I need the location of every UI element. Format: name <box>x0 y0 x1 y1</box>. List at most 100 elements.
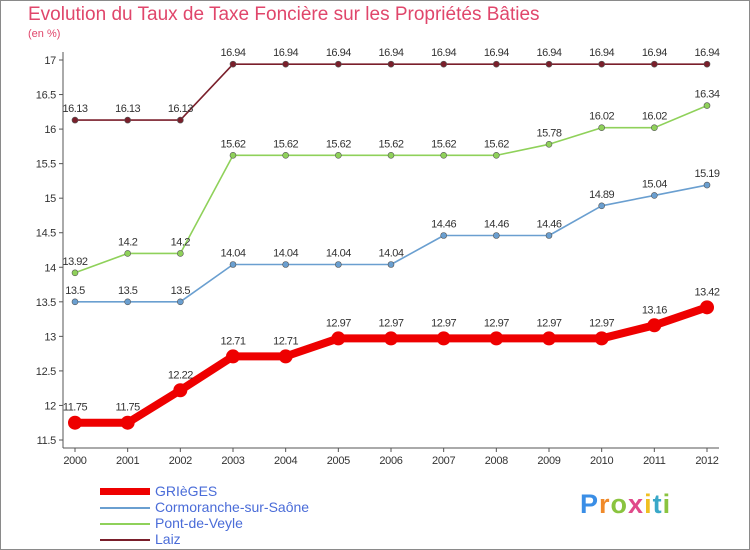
data-point-gri-ges <box>594 331 609 346</box>
data-point-laiz <box>177 116 184 124</box>
data-point-laiz <box>335 60 342 68</box>
data-point-laiz <box>703 60 711 68</box>
logo-letter: i <box>644 489 653 519</box>
data-label-cormoranche-sur-sa-ne: 15.04 <box>642 178 667 190</box>
data-point-pont-de-veyle <box>282 152 289 159</box>
x-tick-label: 2011 <box>643 455 666 467</box>
data-label-laiz: 16.94 <box>378 47 403 59</box>
logo-letter: P <box>580 489 600 519</box>
data-label-gri-ges: 12.97 <box>431 317 456 329</box>
proxiti-logo[interactable]: Proxiti <box>580 489 671 520</box>
data-point-pont-de-veyle <box>387 152 395 159</box>
y-tick-label: 13 <box>44 331 56 343</box>
data-point-gri-ges <box>120 415 135 430</box>
data-label-pont-de-veyle: 15.62 <box>273 138 298 150</box>
y-tick-label: 14 <box>44 262 56 274</box>
data-point-cormoranche-sur-sa-ne <box>177 298 184 306</box>
chart-title: Evolution du Taux de Taxe Foncière sur l… <box>28 4 540 25</box>
data-point-cormoranche-sur-sa-ne <box>335 261 342 268</box>
data-point-pont-de-veyle <box>71 269 79 277</box>
data-point-laiz <box>598 60 605 68</box>
x-tick-label: 2009 <box>537 455 560 467</box>
data-point-gri-ges <box>489 331 504 346</box>
data-label-gri-ges: 13.42 <box>694 286 719 298</box>
data-point-pont-de-veyle <box>493 152 500 159</box>
legend-label-laiz: Laiz <box>155 531 181 547</box>
data-label-cormoranche-sur-sa-ne: 14.46 <box>431 218 456 230</box>
data-point-cormoranche-sur-sa-ne <box>545 232 553 239</box>
legend-label-cormoranche: Cormoranche-sur-Saône <box>155 499 310 515</box>
x-tick-label: 2006 <box>379 455 402 467</box>
y-tick-label: 15 <box>44 193 56 205</box>
logo-letter: o <box>610 489 629 519</box>
legend-label-grieges: GRIèGES <box>155 483 218 499</box>
data-point-pont-de-veyle <box>229 152 237 159</box>
logo-letter: r <box>599 489 611 519</box>
data-label-cormoranche-sur-sa-ne: 14.04 <box>220 248 245 260</box>
data-point-cormoranche-sur-sa-ne <box>229 261 237 268</box>
data-point-pont-de-veyle <box>651 124 658 132</box>
data-label-gri-ges: 12.97 <box>536 317 561 329</box>
data-point-gri-ges <box>647 318 662 333</box>
data-point-gri-ges <box>173 383 188 398</box>
y-tick-label: 14.5 <box>36 228 56 240</box>
data-label-pont-de-veyle: 15.62 <box>378 138 403 150</box>
data-point-laiz <box>651 60 658 68</box>
data-point-gri-ges <box>331 331 346 346</box>
data-label-pont-de-veyle: 15.62 <box>326 138 351 150</box>
data-point-cormoranche-sur-sa-ne <box>71 298 79 306</box>
data-point-laiz <box>124 116 131 124</box>
data-point-cormoranche-sur-sa-ne <box>440 232 447 239</box>
data-point-pont-de-veyle <box>177 250 184 257</box>
data-point-cormoranche-sur-sa-ne <box>387 261 395 268</box>
y-tick-label: 17 <box>44 55 56 67</box>
data-point-gri-ges <box>226 349 240 364</box>
data-point-laiz <box>229 60 237 68</box>
data-label-laiz: 16.94 <box>273 47 298 59</box>
x-tick-label: 2012 <box>695 455 718 467</box>
data-label-cormoranche-sur-sa-ne: 14.46 <box>536 218 561 230</box>
legend-swatch-cormoranche <box>100 507 150 509</box>
data-label-cormoranche-sur-sa-ne: 13.5 <box>118 285 138 297</box>
data-label-laiz: 16.94 <box>536 47 561 59</box>
data-label-pont-de-veyle: 16.34 <box>694 89 719 101</box>
data-label-gri-ges: 12.71 <box>220 335 245 347</box>
data-point-pont-de-veyle <box>440 152 447 159</box>
data-point-laiz <box>440 60 447 68</box>
x-tick-label: 2002 <box>169 455 192 467</box>
data-label-pont-de-veyle: 15.78 <box>536 127 561 139</box>
y-tick-label: 15.5 <box>36 159 56 171</box>
data-label-laiz: 16.94 <box>694 47 719 59</box>
y-tick-label: 11.5 <box>37 435 57 447</box>
data-label-cormoranche-sur-sa-ne: 14.46 <box>484 218 509 230</box>
data-label-cormoranche-sur-sa-ne: 14.04 <box>326 248 351 260</box>
data-label-cormoranche-sur-sa-ne: 14.04 <box>378 248 403 260</box>
data-point-cormoranche-sur-sa-ne <box>703 181 711 189</box>
data-label-pont-de-veyle: 15.62 <box>220 138 245 150</box>
data-label-gri-ges: 12.71 <box>273 335 298 347</box>
data-point-pont-de-veyle <box>598 124 605 132</box>
data-point-pont-de-veyle <box>703 102 711 109</box>
data-label-gri-ges: 12.22 <box>168 369 193 381</box>
data-label-laiz: 16.94 <box>589 47 614 59</box>
data-label-gri-ges: 13.16 <box>642 304 667 316</box>
data-label-laiz: 16.13 <box>62 103 87 115</box>
data-point-gri-ges <box>68 415 82 430</box>
legend-swatch-grieges <box>100 488 150 495</box>
data-point-gri-ges <box>542 331 556 346</box>
data-label-gri-ges: 11.75 <box>116 402 141 414</box>
data-point-pont-de-veyle <box>124 250 131 257</box>
y-tick-label: 12 <box>44 400 56 412</box>
x-tick-label: 2001 <box>116 455 139 467</box>
data-label-gri-ges: 12.97 <box>326 317 351 329</box>
logo-letter: t <box>652 489 663 519</box>
data-label-pont-de-veyle: 15.62 <box>484 138 509 150</box>
data-label-pont-de-veyle: 14.2 <box>171 236 191 248</box>
data-label-laiz: 16.94 <box>484 47 509 59</box>
data-point-gri-ges <box>384 331 398 346</box>
data-point-cormoranche-sur-sa-ne <box>598 202 605 210</box>
y-tick-label: 16 <box>44 124 56 136</box>
data-point-gri-ges <box>436 331 451 346</box>
